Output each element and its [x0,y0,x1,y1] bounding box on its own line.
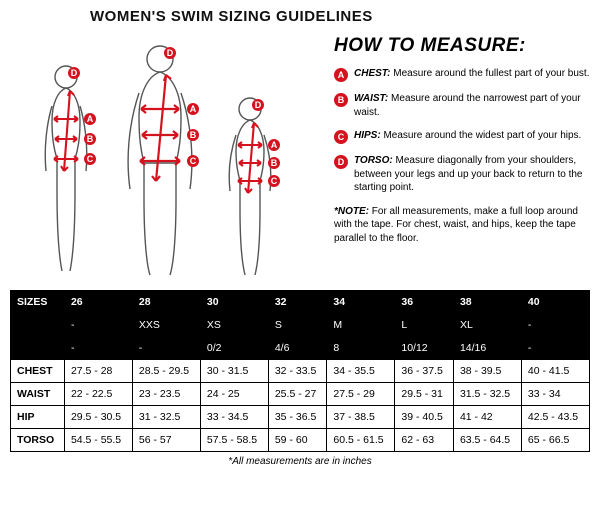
svg-text:C: C [190,156,197,166]
table-row: WAIST 22 - 22.5 23 - 23.5 24 - 25 25.5 -… [11,383,590,406]
measure-note: *NOTE: For all measurements, make a full… [334,205,590,246]
table-row: HIP 29.5 - 30.5 31 - 32.5 33 - 34.5 35 -… [11,406,590,429]
svg-text:A: A [271,140,278,150]
measure-row-hips: C HIPS: Measure around the widest part o… [334,129,590,144]
footnote: *All measurements are in inches [10,456,590,467]
howto-heading: HOW TO MEASURE: [334,35,590,57]
bullet-d-icon: D [334,155,348,169]
svg-text:C: C [271,176,278,186]
table-row: TORSO 54.5 - 55.5 56 - 57 57.5 - 58.5 59… [11,429,590,452]
figure-diagram: D A B C D [10,31,320,276]
measure-row-torso: D TORSO: Measure diagonally from your sh… [334,154,590,195]
svg-text:A: A [87,114,94,124]
table-row-alpha2: - - 0/2 4/6 8 10/12 14/16 - [11,337,590,360]
svg-text:D: D [255,100,262,110]
page-title: WOMEN'S SWIM SIZING GUIDELINES [10,8,590,25]
svg-text:B: B [87,134,94,144]
svg-text:A: A [190,104,197,114]
bullet-b-icon: B [334,93,348,107]
table-row-alpha1: - XXS XS S M L XL - [11,314,590,337]
svg-text:D: D [167,48,174,58]
measure-row-waist: B WAIST: Measure around the narrowest pa… [334,92,590,119]
svg-text:B: B [271,158,278,168]
bullet-c-icon: C [334,130,348,144]
table-row: CHEST 27.5 - 28 28.5 - 29.5 30 - 31.5 32… [11,360,590,383]
svg-text:C: C [87,154,94,164]
svg-text:B: B [190,130,197,140]
bullet-a-icon: A [334,68,348,82]
sizes-label: SIZES [11,291,65,314]
svg-text:D: D [71,68,78,78]
instructions: HOW TO MEASURE: A CHEST: Measure around … [330,31,590,276]
measure-row-chest: A CHEST: Measure around the fullest part… [334,67,590,82]
table-row-sizes: SIZES 26 28 30 32 34 36 38 40 [11,291,590,314]
size-table: SIZES 26 28 30 32 34 36 38 40 - XXS XS S… [10,290,590,452]
